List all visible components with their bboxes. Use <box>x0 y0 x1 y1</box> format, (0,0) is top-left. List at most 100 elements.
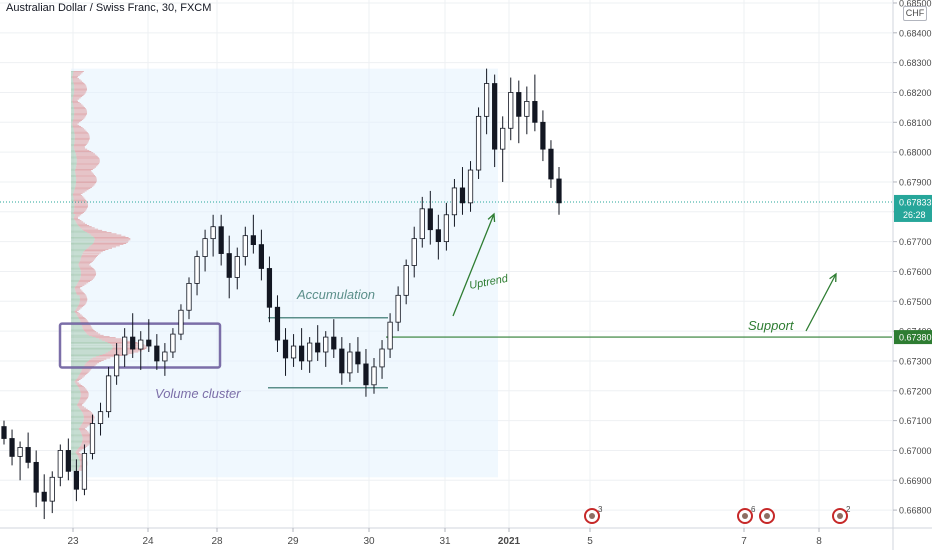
x-tick-label: 2021 <box>498 536 521 547</box>
x-tick-label: 24 <box>142 536 154 547</box>
x-tick-label: 5 <box>587 536 593 547</box>
candle-body <box>274 306 281 341</box>
candle-body <box>379 348 385 368</box>
candle-body <box>355 351 361 365</box>
candle-body <box>266 268 273 308</box>
event-badge-flag-icon <box>837 513 843 519</box>
candle-body <box>451 187 458 216</box>
y-tick-label: 0.68000 <box>899 148 932 158</box>
candle-body <box>1 426 7 439</box>
support-uptrend-arrow-head <box>829 272 837 283</box>
candle-body <box>122 336 128 356</box>
event-badge-flag-icon <box>764 513 770 519</box>
candle-body <box>41 491 47 502</box>
candle-body <box>483 83 490 117</box>
candle-body <box>170 333 176 353</box>
candle-body <box>17 447 23 457</box>
candle-body <box>411 238 417 266</box>
x-tick-label: 23 <box>67 536 79 547</box>
candle-body <box>387 321 393 350</box>
candle-body <box>508 92 514 129</box>
support-price-label: 0.67380 <box>899 333 932 343</box>
candle-body <box>33 461 39 493</box>
candle-body <box>105 375 112 413</box>
candle-body <box>492 83 498 150</box>
volume-cluster-box[interactable] <box>58 322 222 369</box>
countdown-label: 26:28 <box>903 210 926 220</box>
candle-body <box>363 363 369 386</box>
currency-badge[interactable]: CHF <box>903 6 927 21</box>
candle-body <box>459 187 466 204</box>
candle-body <box>467 169 474 204</box>
candle-body <box>403 265 409 296</box>
candle-body <box>218 226 224 254</box>
y-tick-label: 0.67600 <box>899 267 932 277</box>
y-tick-label: 0.67700 <box>899 237 932 247</box>
current-price-label: 0.67833 <box>899 197 932 207</box>
candle-body <box>194 256 200 284</box>
support-uptrend-arrow[interactable] <box>805 273 837 332</box>
candle-body <box>315 342 321 353</box>
candle-body <box>210 226 216 240</box>
volume-cluster-label: Volume cluster <box>155 386 241 401</box>
candle-body <box>556 178 562 204</box>
candle-body <box>532 101 538 123</box>
candle-body <box>339 348 345 374</box>
event-badge-flag-icon <box>742 513 748 519</box>
y-tick-label: 0.67900 <box>899 177 932 187</box>
candle-body <box>113 354 120 377</box>
candle-body <box>97 411 104 424</box>
event-badge-count: 6 <box>751 505 756 514</box>
x-tick-label: 31 <box>439 536 451 547</box>
y-tick-label: 0.67500 <box>899 297 932 307</box>
y-tick-label: 0.67100 <box>899 416 932 426</box>
x-tick-label: 7 <box>741 536 747 547</box>
uptrend-arrow[interactable] <box>452 213 495 317</box>
y-tick-label: 0.68400 <box>899 28 932 38</box>
current-price-tag <box>894 194 932 222</box>
candle-body <box>57 450 63 478</box>
candle-body <box>516 92 522 117</box>
candle-body <box>186 282 192 311</box>
candle-body <box>242 235 248 257</box>
accumulation-label: Accumulation <box>296 287 375 302</box>
candle-body <box>548 148 554 180</box>
candle-body <box>500 127 506 150</box>
event-badge-flag-icon <box>589 513 595 519</box>
candle-body <box>81 453 88 490</box>
candle-body <box>130 336 136 350</box>
candle-body <box>475 115 482 171</box>
candle-body <box>65 450 71 472</box>
y-tick-label: 0.68500 <box>899 0 932 8</box>
candle-body <box>138 339 144 350</box>
candle-body <box>226 253 232 278</box>
candle-body <box>331 336 337 350</box>
candle-body <box>258 244 265 269</box>
candle-body <box>524 101 530 117</box>
candle-body <box>419 208 425 240</box>
y-tick-label: 0.68200 <box>899 88 932 98</box>
volume-profile-area <box>71 68 498 478</box>
candle-body <box>540 121 546 150</box>
candle-body <box>250 235 256 246</box>
price-axis[interactable] <box>893 0 932 550</box>
candle-body <box>298 345 305 362</box>
candle-body <box>178 309 184 335</box>
x-tick-label: 8 <box>816 536 822 547</box>
candle-body <box>347 351 353 374</box>
candle-body <box>323 336 329 353</box>
event-badge-count: 2 <box>846 505 851 514</box>
candle-body <box>371 366 377 386</box>
support-label: Support <box>748 318 795 333</box>
candle-body <box>290 345 297 359</box>
candle-body <box>89 423 96 454</box>
candle-body <box>395 294 401 323</box>
candle-body <box>25 447 31 463</box>
candle-body <box>307 342 313 362</box>
candle-body <box>202 238 208 257</box>
chart-title: Australian Dollar / Swiss Franc, 30, FXC… <box>6 2 212 14</box>
event-badge-count: 3 <box>598 505 603 514</box>
candle-body <box>282 339 289 359</box>
